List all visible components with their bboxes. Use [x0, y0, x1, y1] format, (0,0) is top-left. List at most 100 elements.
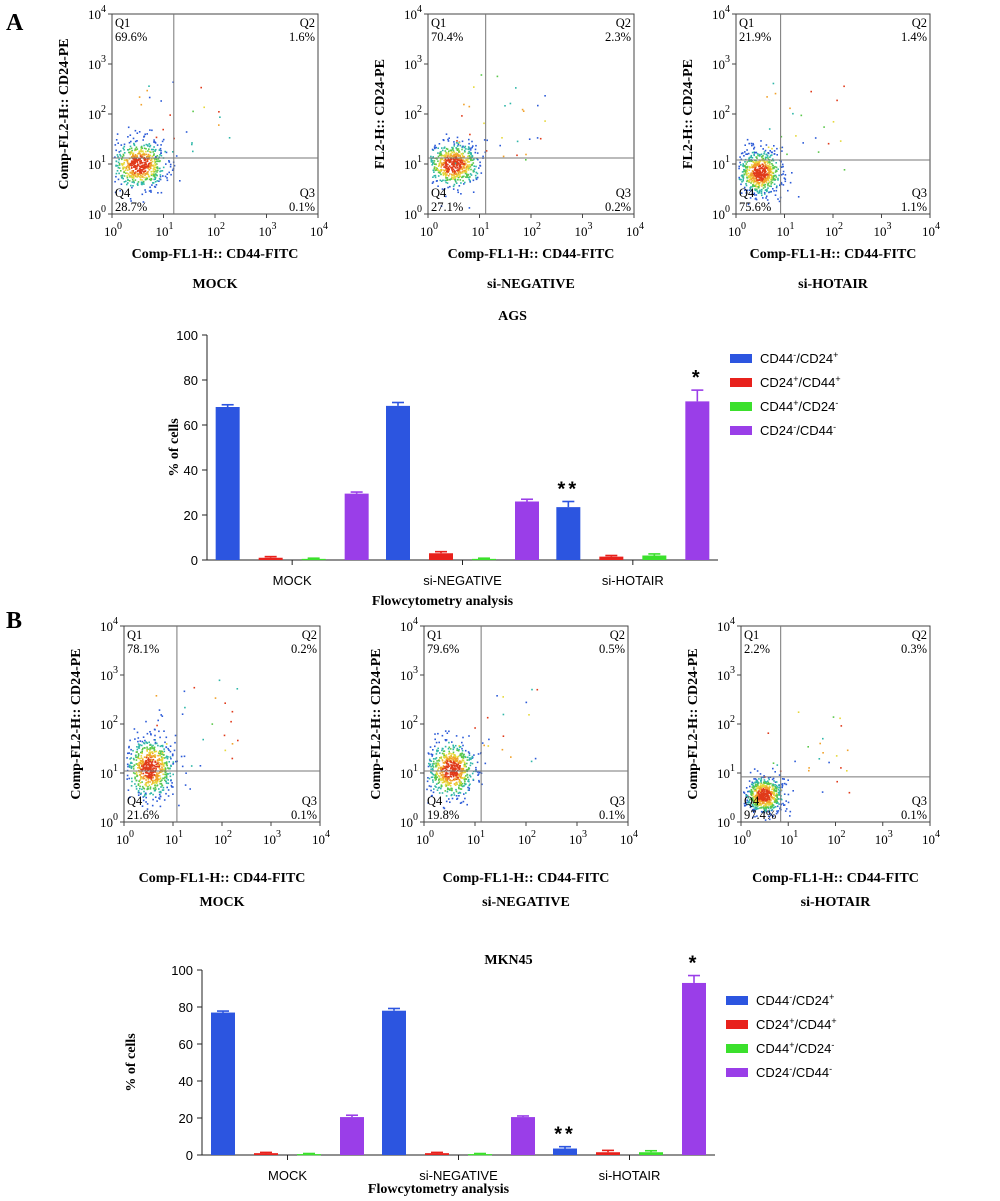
quadrant-q2-percent: 1.4% — [901, 30, 927, 44]
bar-category-label: MOCK — [268, 1168, 307, 1183]
quadrant-q3-percent: 0.1% — [901, 808, 927, 822]
quadrant-q1-percent: 2.2% — [744, 642, 770, 656]
flow-scatter-points — [126, 679, 239, 810]
y-tick-label: 100 — [100, 812, 118, 830]
legend-swatch — [726, 996, 748, 1005]
x-tick-label: 103 — [875, 829, 893, 847]
bar-category-label: si-HOTAIR — [599, 1168, 661, 1183]
bar-category-label: si-NEGATIVE — [419, 1168, 498, 1183]
y-tick-label: 104 — [717, 616, 735, 634]
quadrant-q4-label: Q4 — [739, 186, 755, 200]
bar-category-label: si-HOTAIR — [602, 573, 664, 588]
quadrant-q1-label: Q1 — [115, 16, 130, 30]
bar-y-tick-label: 40 — [184, 463, 198, 478]
y-tick-label: 102 — [88, 104, 106, 122]
bar-y-tick-label: 80 — [179, 1000, 193, 1015]
y-tick-label: 101 — [717, 763, 735, 781]
quadrant-q4-percent: 21.6% — [127, 808, 159, 822]
x-tick-label: 102 — [828, 829, 846, 847]
y-tick-label: 100 — [404, 204, 422, 222]
bar — [301, 558, 326, 561]
bar-x-axis-label: Flowcytometry analysis — [368, 1182, 510, 1197]
x-tick-label: 103 — [259, 221, 277, 239]
quadrant-q1-label: Q1 — [427, 628, 442, 642]
quadrant-q3-label: Q3 — [912, 794, 927, 808]
quadrant-q4-percent: 27.1% — [431, 200, 463, 214]
quadrant-q2-percent: 1.6% — [289, 30, 315, 44]
y-tick-label: 104 — [404, 4, 422, 22]
x-tick-label: 104 — [922, 829, 940, 847]
quadrant-q3-percent: 0.1% — [599, 808, 625, 822]
legend-entry: CD24+/CD44+ — [756, 1016, 837, 1032]
quadrant-q3-percent: 1.1% — [901, 200, 927, 214]
y-tick-label: 104 — [400, 616, 418, 634]
panel-letter: B — [6, 608, 22, 634]
flow-sample-label: si-HOTAIR — [801, 895, 872, 910]
y-tick-label: 101 — [100, 763, 118, 781]
legend-swatch — [726, 1068, 748, 1077]
x-tick-label: 102 — [518, 829, 536, 847]
quadrant-q3-label: Q3 — [302, 794, 317, 808]
flow-y-axis-label: Comp-FL2-H:: CD24-PE — [69, 648, 84, 799]
flow-sample-label: MOCK — [192, 277, 237, 292]
x-tick-label: 100 — [728, 221, 746, 239]
bar — [685, 401, 710, 560]
quadrant-q4-percent: 19.8% — [427, 808, 459, 822]
quadrant-q4-label: Q4 — [127, 794, 143, 808]
quadrant-q3-label: Q3 — [300, 186, 315, 200]
y-tick-label: 104 — [100, 616, 118, 634]
x-tick-label: 104 — [620, 829, 638, 847]
flow-x-axis-label: Comp-FL1-H:: CD44-FITC — [139, 871, 306, 886]
quadrant-q1-label: Q1 — [127, 628, 142, 642]
bar — [682, 982, 706, 1155]
x-tick-label: 101 — [467, 829, 485, 847]
x-tick-label: 102 — [523, 221, 541, 239]
bar-y-tick-label: 100 — [176, 328, 198, 343]
legend-entry: CD44+/CD24- — [760, 398, 838, 414]
legend-entry: CD24-/CD44- — [760, 422, 836, 438]
x-tick-label: 102 — [825, 221, 843, 239]
bar-chart: AGS 0 20 40 60 80 100 % of cells Flowcytometry a… — [167, 309, 841, 609]
quadrant-q2-label: Q2 — [912, 16, 927, 30]
bar — [468, 1154, 492, 1156]
bar-y-tick-label: 100 — [171, 963, 193, 978]
y-tick-label: 101 — [400, 763, 418, 781]
quadrant-q4-label: Q4 — [431, 186, 447, 200]
y-tick-label: 100 — [400, 812, 418, 830]
flow-scatter-points — [430, 74, 546, 209]
quadrant-q1-percent: 78.1% — [127, 642, 159, 656]
x-tick-label: 102 — [207, 221, 225, 239]
flow-scatter-points — [738, 82, 846, 206]
y-tick-label: 103 — [404, 54, 422, 72]
quadrant-q3-label: Q3 — [610, 794, 625, 808]
quadrant-q3-label: Q3 — [912, 186, 927, 200]
quadrant-q2-label: Q2 — [302, 628, 317, 642]
flow-scatter-points — [114, 81, 231, 203]
quadrant-q2-percent: 2.3% — [605, 30, 631, 44]
quadrant-q1-percent: 70.4% — [431, 30, 463, 44]
bar — [515, 501, 539, 560]
bar-x-axis-label: Flowcytometry analysis — [372, 594, 514, 609]
quadrant-q2-label: Q2 — [616, 16, 631, 30]
x-tick-label: 101 — [777, 221, 795, 239]
y-tick-label: 101 — [712, 154, 730, 172]
quadrant-q4-percent: 75.6% — [739, 200, 771, 214]
x-tick-label: 103 — [575, 221, 593, 239]
quadrant-q2-percent: 0.2% — [291, 642, 317, 656]
legend-swatch — [730, 402, 752, 411]
bar — [425, 1153, 449, 1155]
bar — [556, 507, 581, 560]
quadrant-q4-percent: 28.7% — [115, 200, 147, 214]
bar — [340, 1117, 364, 1155]
flow-scatter-points — [743, 711, 851, 821]
flow-x-axis-label: Comp-FL1-H:: CD44-FITC — [752, 871, 919, 886]
bar-chart-title: AGS — [498, 309, 527, 324]
bar-y-tick-label: 0 — [186, 1148, 193, 1163]
bar — [215, 407, 240, 560]
y-tick-label: 103 — [100, 665, 118, 683]
flow-sample-label: MOCK — [199, 895, 244, 910]
flow-sample-label: si-NEGATIVE — [482, 895, 570, 910]
quadrant-q4-percent: 97.4% — [744, 808, 776, 822]
